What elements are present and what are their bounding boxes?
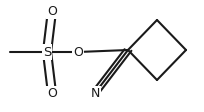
Text: O: O xyxy=(47,86,57,99)
Text: O: O xyxy=(73,45,83,58)
Text: S: S xyxy=(43,45,51,58)
Text: O: O xyxy=(47,4,57,17)
Text: N: N xyxy=(90,86,100,99)
